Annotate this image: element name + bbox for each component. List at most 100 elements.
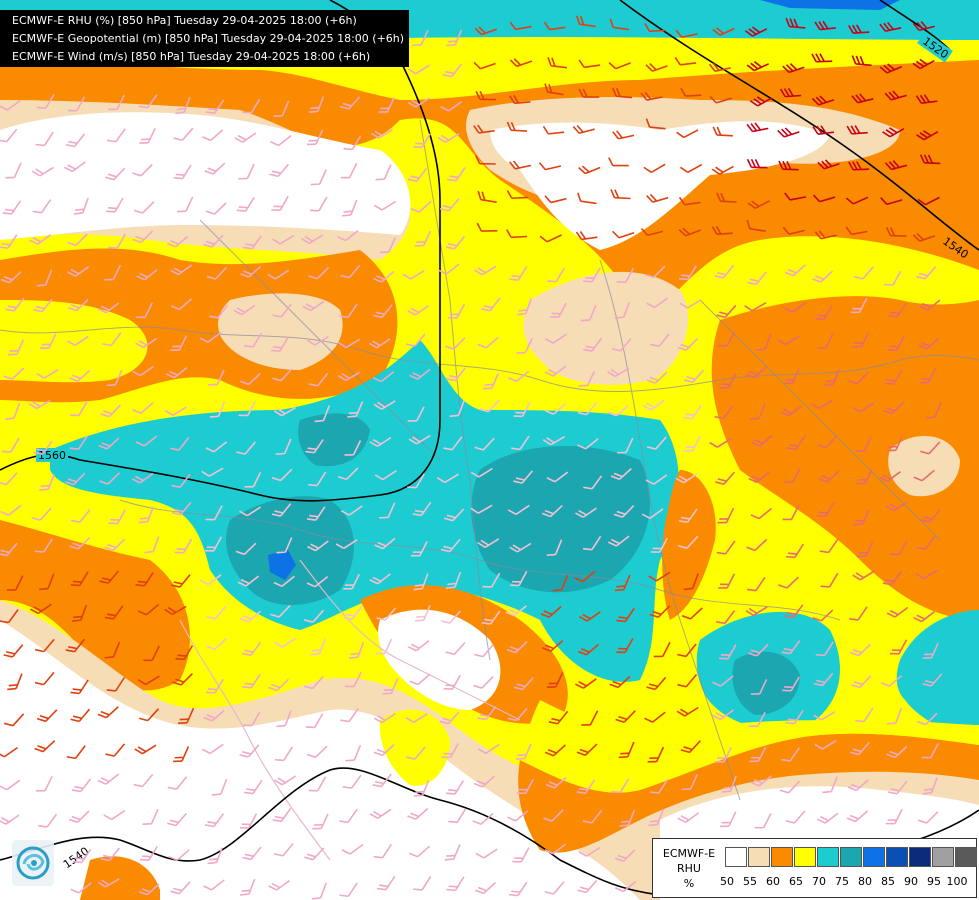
wind-barb [578,59,601,69]
wind-barb [846,125,868,135]
wind-barb [746,158,768,169]
wind-barb [580,304,597,322]
wind-barb [676,129,699,139]
wind-barb [778,160,799,171]
wind-barb [543,809,564,822]
wind-barb [546,539,563,557]
wind-barb [677,673,698,688]
wind-barb [509,160,532,170]
wind-barb [343,605,363,620]
wind-barb [548,710,569,725]
wind-barb [918,299,941,311]
coastline-line [179,619,331,861]
wind-barb [882,571,902,586]
wind-barb [108,509,126,525]
wind-barb [305,438,324,454]
wind-barb [744,26,768,37]
wind-barb [436,473,459,484]
wind-barb [139,846,158,862]
wind-barb [170,881,191,895]
wind-barb [273,100,290,118]
wind-barb [653,641,671,658]
wind-barb [650,537,669,553]
wind-barb [65,133,86,148]
wind-barb [340,264,361,279]
wind-barb [203,709,225,722]
wind-barb [922,642,939,660]
wind-barb [880,675,902,687]
wind-barb [578,88,600,98]
wind-barb [920,509,941,523]
wind-barb [847,779,869,792]
wind-barb [711,225,733,236]
wind-barb [413,780,430,797]
rhu-area-teal-right [732,651,800,715]
wind-barb [750,678,768,695]
wind-barb [578,370,596,387]
wind-barb [4,713,25,727]
wind-barb [309,196,328,212]
wind-barb [582,535,602,551]
wind-barb [715,610,736,625]
wind-barb [135,571,154,587]
wind-barb [817,159,840,170]
wind-barb [174,538,193,554]
wind-barb [341,843,364,855]
wind-barb [851,93,874,104]
isoline-1560 [0,0,441,502]
wind-barb [131,472,154,484]
wind-barb [306,506,326,521]
wind-barb [369,573,391,585]
wind-barb [883,401,904,415]
wind-barb [783,467,801,484]
wind-barb [267,269,290,280]
wind-barb [538,162,562,171]
wind-barb [70,571,89,587]
wind-barb [510,570,528,587]
wind-barb [647,746,665,763]
wind-barb [506,640,528,654]
legend-tick-label: 80 [858,875,872,888]
wind-barb [70,679,89,695]
wind-barb [139,127,156,144]
wind-barb [0,99,21,111]
wind-barb [164,605,187,616]
wind-barb [70,882,92,894]
wind-barb [846,810,869,823]
wind-barb [577,401,598,416]
wind-barb [679,163,703,174]
wind-barb [440,610,461,624]
wind-barb [407,64,430,75]
wind-barb [203,879,225,891]
wind-barb [242,711,261,727]
wind-barb [237,575,260,587]
wind-barb [242,98,261,114]
isoline-label: 1560 [38,449,66,462]
wind-barb [678,535,699,549]
wind-barb [578,846,601,857]
wind-barb [784,192,807,201]
wind-barb [205,441,228,453]
wind-barb [784,604,804,619]
wind-barb [443,508,465,522]
wind-barb [173,164,192,180]
wind-barb [412,501,432,517]
wind-barb [683,573,699,591]
wind-barb [885,501,908,512]
wind-barb [311,882,327,900]
wind-barb [306,129,324,146]
wind-barb [31,166,54,177]
wind-barb [851,402,874,413]
wind-barb [337,467,359,481]
wind-barb [239,372,261,386]
wind-barb [479,399,500,413]
wind-barb [812,125,834,135]
wind-barb [239,878,256,896]
wind-barb [506,190,528,200]
wind-barb [166,235,189,248]
wind-barb [314,405,331,423]
wind-barb [442,63,463,78]
wind-barb [811,399,834,410]
wind-barb [0,234,18,249]
